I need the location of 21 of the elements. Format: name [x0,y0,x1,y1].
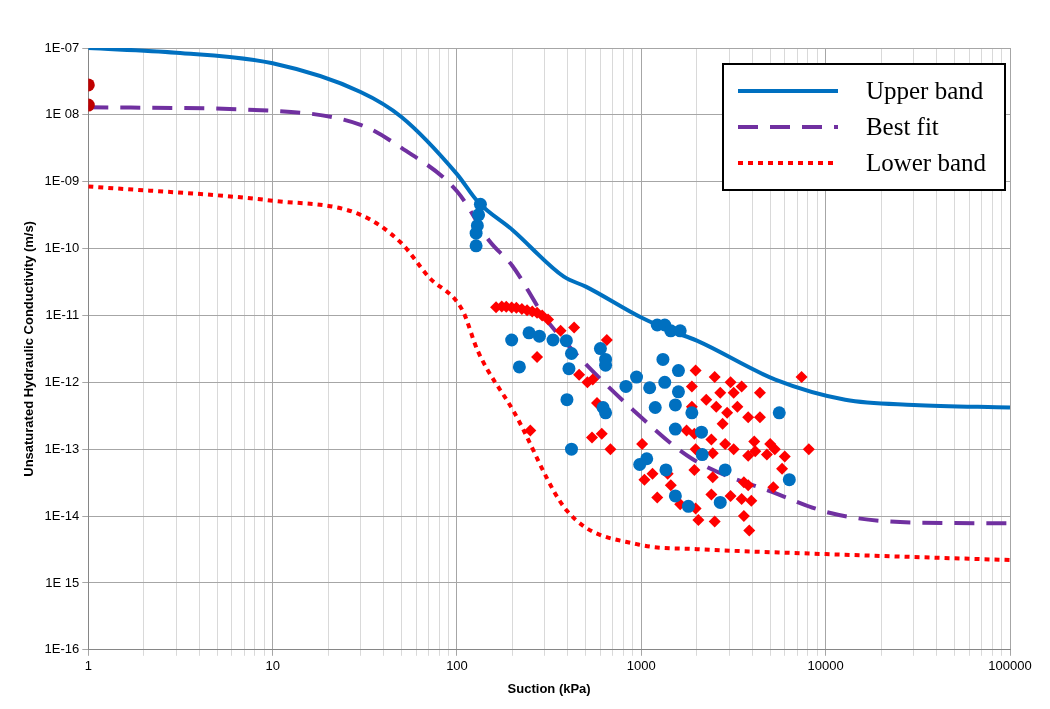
y-tick-label: 1E-16 [44,641,80,657]
legend-label: Best fit [865,113,939,141]
y-tick-label: 1E 15 [45,574,80,590]
y-tick-label: 1E-07 [44,39,80,55]
legend-label: Upper band [865,77,984,105]
x-tick-label: 10000 [807,658,844,674]
y-tick-label: 1E-13 [44,440,80,456]
legend-label: Lower band [865,149,986,177]
y-tick-label: 1E 08 [45,106,80,122]
y-tick-label: 1E-09 [44,173,80,189]
y-tick-label: 1E-12 [44,373,80,389]
y-tick-label: 1E-11 [45,307,80,323]
x-tick-label: 100 [446,658,468,674]
y-axis-title: Unsaturated Hydraulic Conductivity (m/s) [21,221,37,477]
x-tick-label: 100000 [988,658,1032,674]
x-tick-label: 10 [265,658,280,674]
x-tick-label: 1000 [626,658,656,674]
y-tick-label: 1E-10 [44,240,80,256]
x-axis-title: Suction (kPa) [507,680,591,696]
y-tick-label: 1E-14 [44,507,80,523]
x-tick-label: 1 [84,658,92,674]
